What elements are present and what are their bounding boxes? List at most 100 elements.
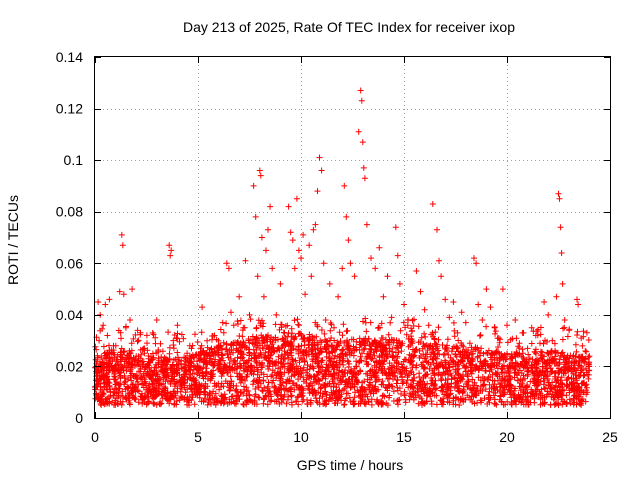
data-point bbox=[480, 350, 487, 357]
data-point bbox=[198, 356, 204, 363]
data-point bbox=[397, 342, 404, 349]
data-point bbox=[276, 326, 283, 333]
data-point bbox=[457, 377, 464, 384]
data-point bbox=[465, 354, 472, 361]
data-point bbox=[398, 361, 405, 368]
data-point bbox=[544, 375, 551, 382]
data-point bbox=[546, 360, 553, 367]
data-point bbox=[323, 353, 330, 360]
data-point bbox=[373, 359, 379, 365]
data-point bbox=[578, 397, 585, 404]
data-point bbox=[422, 333, 429, 340]
data-point bbox=[293, 195, 300, 202]
data-point bbox=[288, 384, 295, 391]
data-point bbox=[275, 344, 282, 351]
data-point bbox=[128, 340, 135, 347]
data-point bbox=[533, 390, 540, 397]
data-point bbox=[242, 377, 248, 384]
data-point bbox=[580, 328, 587, 335]
data-point bbox=[543, 359, 550, 366]
data-point bbox=[267, 203, 274, 210]
data-point bbox=[339, 332, 346, 339]
data-point bbox=[331, 374, 338, 381]
y-axis-label: ROTI / TECUs bbox=[5, 195, 21, 285]
data-point bbox=[381, 358, 388, 365]
data-point bbox=[103, 352, 110, 358]
data-point bbox=[330, 370, 337, 377]
data-point bbox=[298, 255, 304, 262]
data-point bbox=[464, 372, 471, 378]
data-point bbox=[106, 380, 113, 387]
data-point bbox=[525, 397, 532, 403]
data-point bbox=[439, 372, 446, 379]
data-point bbox=[321, 330, 328, 337]
data-point bbox=[537, 401, 544, 408]
data-point bbox=[318, 357, 325, 364]
data-point bbox=[516, 340, 523, 347]
data-point bbox=[465, 347, 471, 353]
data-point bbox=[326, 280, 333, 287]
data-point bbox=[367, 367, 374, 374]
data-point bbox=[431, 336, 438, 343]
data-point bbox=[287, 229, 294, 236]
data-point bbox=[423, 398, 430, 405]
data-point bbox=[295, 343, 302, 350]
data-point bbox=[203, 350, 210, 357]
data-point bbox=[310, 226, 317, 233]
data-point bbox=[319, 393, 326, 400]
data-point bbox=[401, 368, 408, 374]
data-point bbox=[431, 365, 438, 372]
data-point bbox=[291, 372, 298, 379]
data-point bbox=[475, 301, 482, 308]
data-point bbox=[445, 371, 452, 378]
y-tick-label: 0.06 bbox=[56, 255, 83, 271]
data-point bbox=[575, 301, 582, 308]
data-point bbox=[563, 392, 570, 399]
data-point bbox=[98, 398, 105, 405]
data-point bbox=[483, 349, 490, 356]
data-point bbox=[394, 344, 401, 351]
data-point bbox=[538, 355, 545, 362]
data-point bbox=[554, 362, 561, 369]
data-point bbox=[250, 182, 257, 189]
data-point bbox=[433, 392, 440, 399]
data-point bbox=[553, 390, 560, 397]
data-point bbox=[537, 331, 544, 338]
data-point bbox=[583, 329, 590, 336]
data-point bbox=[541, 371, 548, 378]
data-point bbox=[259, 361, 265, 367]
data-point bbox=[174, 322, 181, 329]
data-point bbox=[431, 350, 438, 357]
data-point bbox=[515, 343, 522, 350]
data-point bbox=[288, 399, 295, 406]
data-point bbox=[211, 380, 218, 387]
data-point bbox=[347, 369, 353, 375]
data-point bbox=[416, 374, 423, 380]
data-point bbox=[539, 349, 546, 356]
data-point bbox=[444, 336, 451, 343]
data-point bbox=[252, 391, 259, 398]
data-point bbox=[134, 376, 141, 383]
data-point bbox=[337, 351, 344, 358]
data-point bbox=[257, 172, 264, 179]
data-point bbox=[385, 331, 392, 338]
data-point bbox=[119, 363, 126, 370]
data-point bbox=[215, 366, 222, 373]
data-point bbox=[206, 396, 212, 403]
data-point bbox=[333, 346, 340, 353]
data-point bbox=[247, 367, 254, 374]
data-point bbox=[425, 343, 432, 350]
data-point bbox=[340, 387, 346, 393]
data-point bbox=[514, 372, 521, 379]
data-point bbox=[372, 339, 379, 346]
data-point bbox=[162, 371, 168, 378]
data-point bbox=[458, 309, 465, 316]
data-point bbox=[155, 385, 162, 392]
data-point bbox=[271, 383, 278, 390]
data-point bbox=[393, 337, 400, 344]
data-point bbox=[368, 255, 374, 262]
data-point bbox=[173, 401, 180, 408]
data-point bbox=[570, 388, 577, 395]
data-point bbox=[251, 399, 258, 405]
data-point bbox=[480, 358, 487, 365]
